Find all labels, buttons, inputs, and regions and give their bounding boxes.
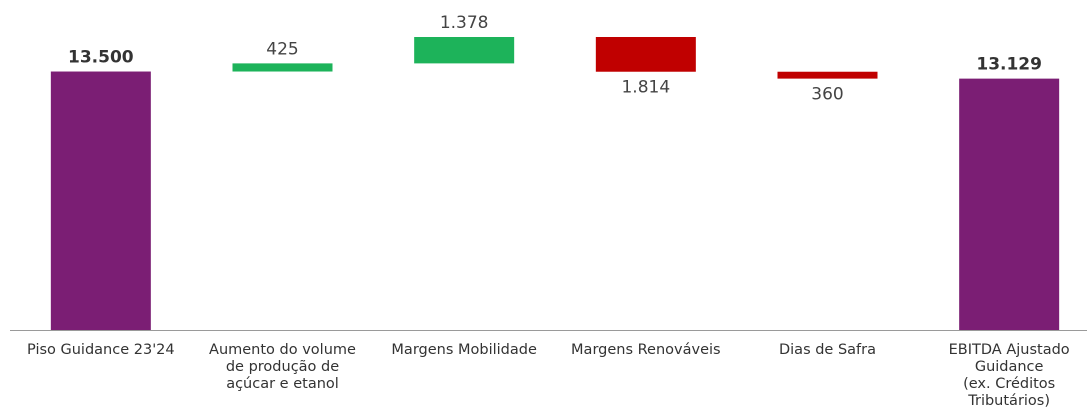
increase-bar [232,63,333,72]
x-tick-label: EBITDA Ajustado Guidance (ex. Créditos T… [948,342,1070,409]
value-label: 13.129 [976,55,1042,75]
decrease-bar [595,37,696,72]
x-tick-label: Margens Mobilidade [391,342,537,358]
decrease-bar [777,71,878,79]
x-tick-label: Aumento do volume de produção de açúcar … [209,342,356,392]
increase-bar [414,37,515,64]
x-tick-label: Dias de Safra [778,342,877,358]
value-label: 360 [811,85,843,105]
value-label: 13.500 [68,48,134,68]
value-label: 1.814 [621,78,670,98]
value-label: 425 [266,39,298,59]
value-label: 1.378 [440,13,489,33]
total-bar [50,71,151,330]
x-tick-label: Piso Guidance 23'24 [27,342,175,358]
x-tick-label: Margens Renováveis [571,342,721,358]
total-bar [959,78,1060,330]
